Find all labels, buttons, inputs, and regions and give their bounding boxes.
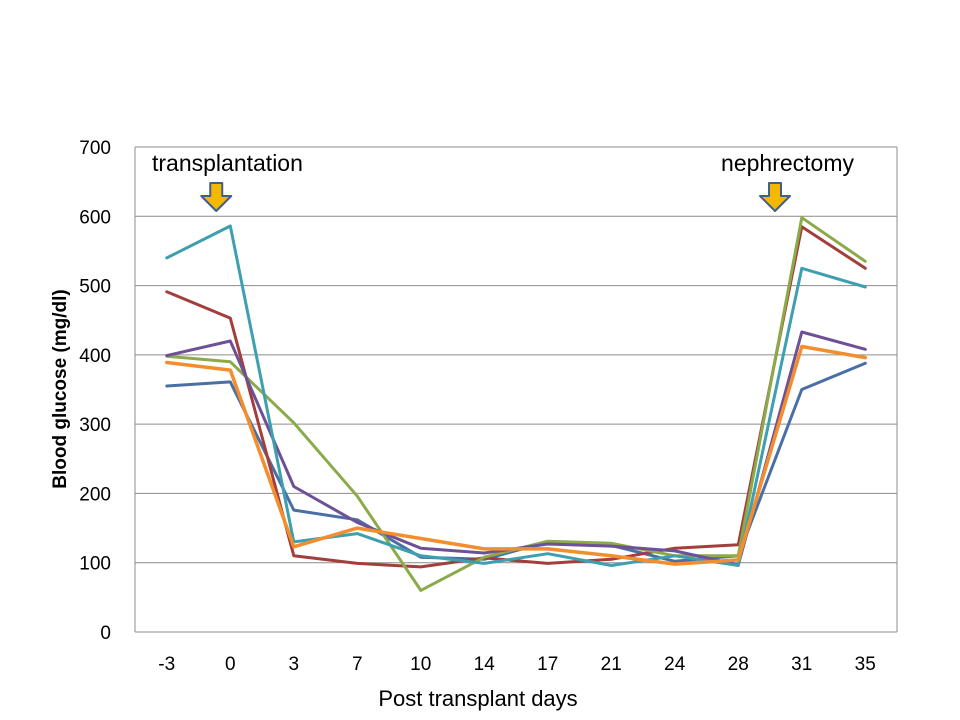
- x-tick-label: 0: [225, 654, 236, 675]
- series-lines: [165, 216, 868, 592]
- y-tick-label: 400: [79, 346, 111, 367]
- y-axis-label: Blood glucose (mg/dl): [50, 289, 71, 489]
- gridlines: [134, 146, 898, 633]
- y-tick-label: 700: [79, 138, 111, 159]
- y-tick-label: 500: [79, 277, 111, 298]
- series-line-6: [165, 344, 868, 566]
- y-tick-label: 600: [79, 207, 111, 228]
- x-axis-label: Post transplant days: [378, 686, 577, 711]
- x-tick-label: -3: [158, 654, 175, 675]
- annotations: transplantation nephrectomy: [152, 150, 854, 212]
- series-line-5: [165, 224, 867, 567]
- x-tick-label: 10: [410, 654, 431, 675]
- y-tick-label: 0: [100, 623, 111, 644]
- nephrectomy-label: nephrectomy: [721, 150, 854, 176]
- x-tick-label: 7: [352, 654, 363, 675]
- x-tick-label: 24: [664, 654, 686, 675]
- series-line-3: [165, 216, 867, 592]
- nephrectomy-arrow-icon: [759, 182, 791, 212]
- x-tick-label: 21: [601, 654, 622, 675]
- series-line-4: [165, 330, 867, 567]
- transplantation-arrow-icon: [200, 182, 233, 212]
- y-tick-label: 300: [79, 415, 111, 436]
- y-tick-label: 200: [79, 484, 111, 505]
- x-tick-label: 35: [855, 654, 876, 675]
- transplantation-label: transplantation: [152, 150, 303, 176]
- x-tick-label: 31: [791, 654, 812, 675]
- x-tick-label: 28: [728, 654, 749, 675]
- series-line-2: [165, 225, 867, 569]
- y-tick-labels: 0 100 200 300 400 500 600 700: [79, 138, 111, 644]
- x-tick-labels: -3 0 3 7 10 14 17 21 24 28 31 35: [158, 654, 876, 675]
- x-tick-label: 14: [474, 654, 496, 675]
- x-tick-label: 17: [537, 654, 558, 675]
- x-tick-label: 3: [288, 654, 299, 675]
- y-tick-label: 100: [79, 554, 111, 575]
